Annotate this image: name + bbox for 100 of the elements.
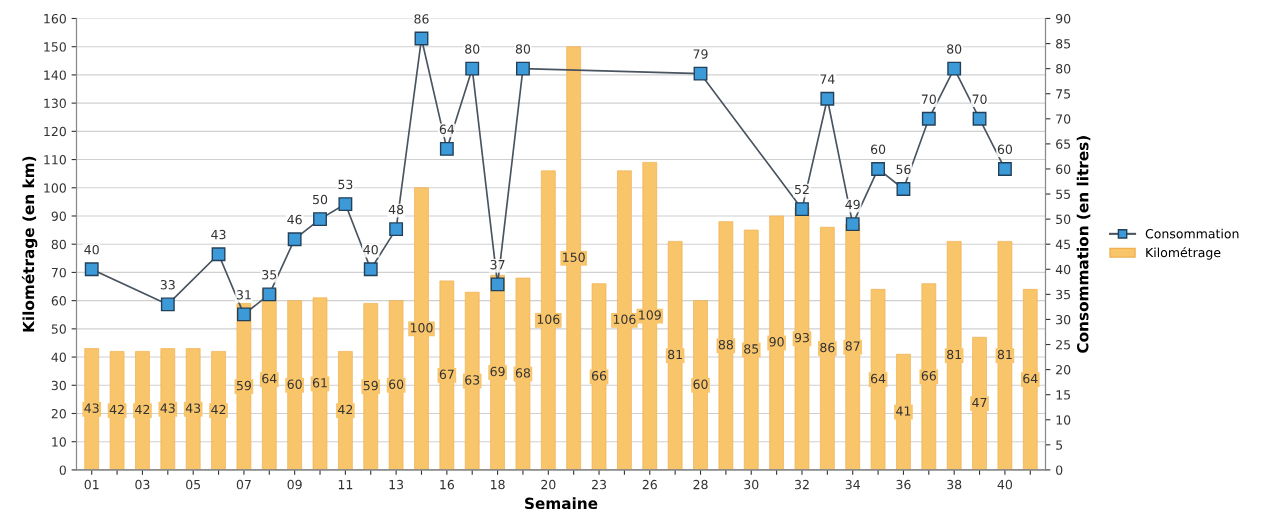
bar [870, 288, 886, 470]
bar [591, 283, 607, 470]
data-label: 60 [389, 379, 404, 389]
data-label: 150 [563, 252, 585, 262]
point [795, 202, 809, 217]
data-label: 42 [211, 404, 226, 415]
bar [312, 297, 328, 470]
data-label: 70 [921, 94, 936, 104]
x-tick-label: 40 [997, 479, 1013, 490]
bar [718, 221, 734, 470]
bar [820, 226, 835, 470]
data-label: 33 [160, 280, 175, 290]
bar [921, 283, 937, 470]
data-label: 100 [410, 323, 433, 333]
data-label: 66 [921, 370, 936, 381]
y2-tick-label: 25 [1056, 339, 1071, 350]
data-label: 88 [718, 339, 733, 350]
data-label: 41 [896, 406, 911, 416]
data-label: 42 [109, 404, 124, 415]
y2-tick-label: 75 [1056, 89, 1071, 99]
data-label: 85 [744, 344, 759, 354]
y2-tick-label: 90 [1056, 13, 1071, 24]
data-label: 35 [262, 269, 277, 280]
bar [515, 277, 531, 470]
point [871, 162, 886, 176]
data-label: 106 [537, 314, 560, 325]
point [363, 262, 378, 277]
x-tick-label: 30 [744, 479, 759, 490]
bar [490, 274, 505, 470]
point [997, 162, 1012, 176]
x-tick-label: 03 [135, 479, 150, 490]
point [820, 91, 835, 106]
bar [439, 280, 455, 470]
y2-tick-label: 85 [1056, 39, 1071, 49]
x-tick-label: 05 [186, 479, 201, 490]
point [896, 182, 911, 196]
x-tick-label: 38 [947, 479, 962, 490]
y2-tick-label: 70 [1056, 114, 1071, 124]
bar [794, 207, 810, 470]
data-label: 59 [236, 380, 251, 391]
y2-tick-label: 0 [1056, 465, 1063, 475]
data-label: 47 [972, 397, 987, 408]
y-tick-label: 110 [44, 155, 66, 165]
data-label: 43 [185, 403, 201, 413]
data-label: 106 [613, 314, 636, 325]
y2-tick-label: 55 [1056, 189, 1071, 199]
y2-tick-label: 10 [1056, 415, 1071, 425]
y2-tick-label: 45 [1055, 239, 1071, 250]
point [947, 61, 962, 76]
y2-tick-label: 5 [1056, 440, 1063, 450]
data-label: 60 [997, 144, 1013, 155]
data-label: 60 [871, 144, 886, 155]
y-axis-title: Kilométrage (en km) [21, 156, 38, 332]
bar [667, 241, 683, 470]
point [921, 111, 936, 126]
data-label: 48 [388, 204, 404, 215]
x-tick-label: 20 [541, 479, 556, 490]
y-tick-label: 20 [51, 408, 66, 419]
y-tick-label: 70 [51, 267, 66, 278]
point [338, 197, 353, 212]
x-tick-label: 09 [287, 479, 302, 490]
y-tick-label: 0 [59, 465, 66, 475]
bar [287, 300, 302, 470]
bar [997, 241, 1013, 470]
point [313, 212, 327, 227]
x-tick-label: 18 [491, 479, 505, 490]
data-label: 66 [591, 370, 607, 381]
data-label: 93 [794, 332, 809, 343]
data-label: 64 [871, 373, 886, 384]
data-label: 64 [262, 373, 277, 384]
legend-label: Kilométrage [1146, 247, 1221, 260]
y2-tick-label: 50 [1056, 214, 1071, 225]
data-label: 59 [363, 380, 378, 391]
y-tick-label: 10 [52, 437, 66, 447]
y2-tick-label: 35 [1056, 289, 1071, 300]
data-label: 64 [1023, 373, 1038, 384]
bar [388, 300, 404, 470]
y-tick-label: 40 [51, 352, 66, 362]
y-tick-label: 120 [44, 126, 66, 137]
data-label: 86 [414, 14, 429, 24]
x-axis-title: Semaine [525, 497, 598, 510]
x-tick-label: 32 [794, 479, 809, 490]
data-label: 81 [997, 349, 1012, 360]
data-label: 50 [313, 194, 328, 205]
point [693, 66, 708, 81]
point [211, 247, 226, 262]
legend-label: Consommation [1145, 228, 1239, 239]
data-label: 40 [363, 244, 378, 255]
point [160, 297, 175, 312]
bar [769, 215, 784, 470]
bar [363, 303, 379, 470]
y2-tick-label: 80 [1056, 64, 1071, 74]
x-tick-label: 26 [642, 479, 657, 490]
y-tick-label: 50 [51, 324, 66, 334]
data-label: 43 [160, 403, 175, 413]
point [84, 262, 99, 277]
point [262, 287, 277, 302]
y-tick-label: 90 [51, 211, 66, 221]
data-label: 109 [639, 310, 661, 320]
data-label: 63 [465, 375, 480, 385]
